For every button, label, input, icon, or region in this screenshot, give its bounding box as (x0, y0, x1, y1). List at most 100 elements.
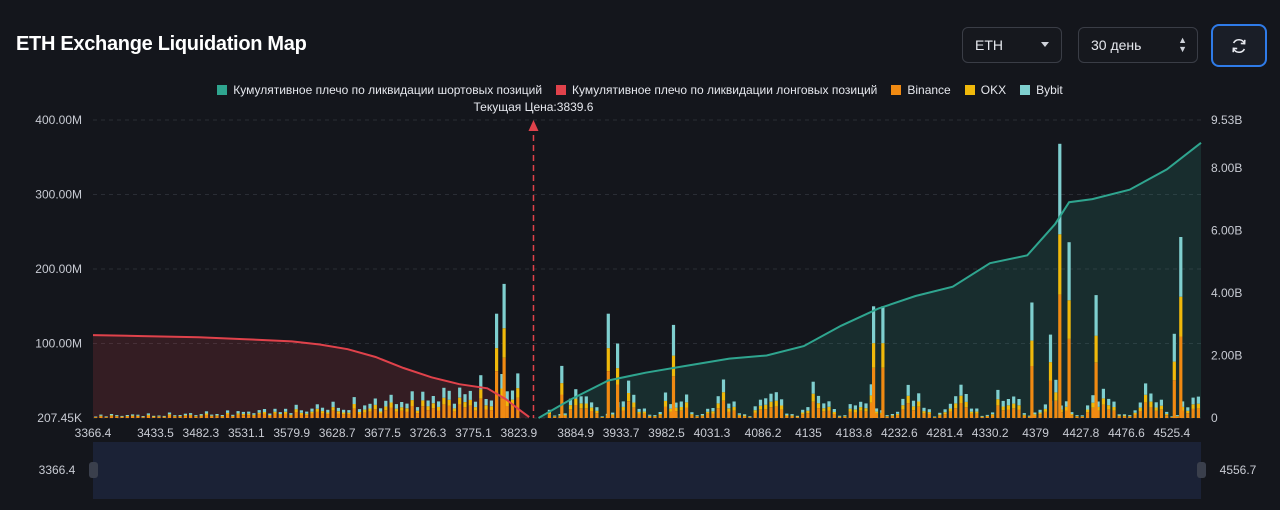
liquidation-bar (1186, 410, 1190, 414)
liquidation-bar (389, 407, 393, 418)
liquidation-bar (305, 415, 309, 418)
liquidation-bar (120, 416, 124, 418)
liquidation-bar (964, 407, 968, 418)
refresh-button[interactable] (1211, 24, 1267, 67)
liquidation-bar (568, 398, 573, 406)
liquidation-bar (954, 408, 958, 418)
liquidation-bar (394, 408, 398, 412)
liquidation-bar (706, 408, 710, 412)
liquidation-bar (1179, 296, 1183, 337)
liquidation-bar (502, 283, 506, 329)
liquidation-bar (1154, 411, 1158, 418)
liquidation-bar (648, 414, 652, 416)
liquidation-bar (231, 416, 235, 418)
liquidation-bar (1091, 407, 1095, 418)
liquidation-bar (663, 392, 668, 401)
liquidation-bar (753, 410, 757, 413)
liquidation-bar (780, 399, 784, 406)
liquidation-bar (795, 417, 799, 418)
liquidation-bar (136, 416, 140, 418)
liquidation-bar (595, 413, 599, 418)
liquidation-bar (1059, 412, 1063, 418)
liquidation-bar (621, 410, 625, 418)
liquidation-bar (162, 415, 166, 417)
liquidation-bar (769, 393, 773, 402)
liquidation-bar (1067, 242, 1071, 301)
liquidation-bar (289, 414, 293, 416)
legend-item-long[interactable]: Кумулятивное плечо по ликвидации лонговы… (556, 83, 877, 97)
legend-label: Binance (907, 83, 951, 97)
liquidation-bar (437, 410, 441, 418)
liquidation-bar (1022, 415, 1026, 418)
liquidation-bar (996, 405, 1000, 418)
liquidation-bar (1154, 407, 1158, 411)
liquidation-bar (473, 410, 478, 418)
liquidation-bar (495, 400, 499, 407)
x-tick-label: 4525.4 (1154, 426, 1191, 440)
liquidation-bar (479, 398, 483, 418)
liquidation-bar (199, 414, 203, 416)
liquidation-bar (247, 411, 251, 414)
liquidation-bar (695, 416, 699, 418)
liquidation-bar (468, 405, 472, 418)
liquidation-bar (320, 407, 325, 412)
liquidation-bar (1017, 399, 1021, 406)
liquidation-bar (621, 406, 625, 411)
liquidation-bar (310, 408, 314, 412)
liquidation-bar (881, 367, 885, 418)
liquidation-bar (1075, 415, 1079, 416)
liquidation-bar (1191, 408, 1195, 418)
liquidation-bar (1064, 410, 1069, 418)
legend-item-okx[interactable]: OKX (964, 83, 1006, 97)
liquidation-bar (896, 411, 900, 414)
liquidation-bar (843, 416, 847, 417)
liquidation-bar (294, 409, 298, 412)
legend-item-bybit[interactable]: Bybit (1020, 83, 1063, 97)
liquidation-bar (816, 395, 821, 404)
liquidation-bar (627, 401, 631, 418)
liquidation-bar (547, 414, 551, 418)
liquidation-bar (426, 410, 430, 418)
liquidation-bar (510, 405, 515, 418)
liquidation-bar (848, 411, 852, 418)
range-handle-left (89, 462, 98, 478)
liquidation-bar (320, 413, 325, 418)
liquidation-bar (880, 410, 884, 413)
liquidation-bar (183, 416, 187, 418)
liquidation-bar (801, 414, 805, 418)
liquidation-bar (917, 406, 921, 418)
legend-item-binance[interactable]: Binance (891, 83, 951, 97)
liquidation-bar (816, 408, 821, 418)
liquidation-bar (874, 413, 879, 418)
liquidation-bar (685, 394, 689, 403)
liquidation-bar (1170, 417, 1174, 418)
liquidation-bar (917, 401, 921, 407)
liquidation-bar (1181, 406, 1185, 411)
liquidation-bar (1054, 392, 1058, 401)
long-cumulative-area (93, 335, 530, 418)
liquidation-bar (1067, 338, 1071, 418)
liquidation-bar (822, 403, 826, 409)
y-left-tick-label: 200.00M (35, 262, 82, 276)
liquidation-bar (574, 398, 578, 405)
period-select[interactable]: 30 день ▲ ▼ (1078, 27, 1198, 63)
liquidation-bar (1038, 414, 1042, 418)
liquidation-bar (278, 412, 282, 414)
liquidation-bar (447, 399, 451, 406)
legend-label: Кумулятивное плечо по ликвидации лонговы… (572, 83, 878, 97)
liquidation-bar (131, 414, 135, 416)
liquidation-bar (400, 402, 404, 408)
asset-select[interactable]: ETH (962, 27, 1062, 63)
liquidation-bar (99, 414, 103, 416)
liquidation-bar (880, 414, 884, 418)
range-selector (93, 442, 1201, 499)
legend-item-short[interactable]: Кумулятивное плечо по ликвидации шортовы… (217, 83, 542, 97)
x-tick-label: 3884.9 (557, 426, 594, 440)
liquidation-bar (315, 404, 319, 409)
liquidation-bar (827, 406, 831, 411)
liquidation-bar (131, 415, 135, 417)
liquidation-bar (204, 411, 209, 414)
liquidation-bar (352, 397, 356, 404)
liquidation-bar (379, 408, 383, 412)
liquidation-bar (379, 411, 383, 414)
